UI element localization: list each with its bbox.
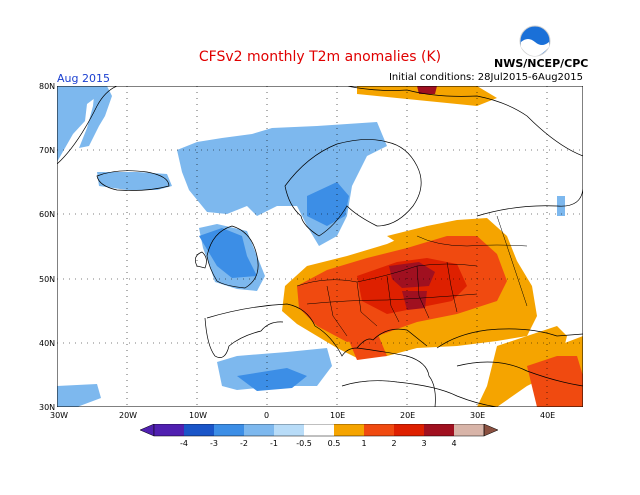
colorbar-bin <box>154 424 184 436</box>
colorbar-label: 3 <box>421 439 426 448</box>
lat-label-40n: 40N <box>39 339 56 348</box>
lon-label-30w: 30W <box>50 411 69 420</box>
colorbar-arrow-left <box>140 424 155 437</box>
lat-label-30n: 30N <box>39 403 56 412</box>
colorbar-legend: -4 -3 -2 -1 -0.5 0.5 1 2 3 4 <box>140 424 499 448</box>
colorbar-label: 0.5 <box>328 439 341 448</box>
country-borders <box>296 215 528 337</box>
colorbar-label: -4 <box>180 439 188 448</box>
lon-label-10e: 10E <box>330 411 346 420</box>
colorbar-bin <box>394 424 424 436</box>
lon-label-40e: 40E <box>540 411 556 420</box>
temperature-anomaly-map <box>57 86 583 407</box>
lat-label-70n: 70N <box>39 146 56 155</box>
lat-label-60n: 60N <box>39 210 56 219</box>
lat-label-50n: 50N <box>39 275 56 284</box>
lon-label-20e: 20E <box>400 411 416 420</box>
coastlines <box>57 86 583 407</box>
colorbar-bin <box>334 424 364 436</box>
warm-anomaly-maroon <box>389 86 437 310</box>
colorbar-arrow-right <box>483 424 499 437</box>
colorbar-label: -3 <box>210 439 218 448</box>
agency-label: NWS/NCEP/CPC <box>494 57 589 70</box>
colorbar-label: 4 <box>451 439 456 448</box>
lon-label-30e: 30E <box>470 411 486 420</box>
colorbar-bin <box>274 424 304 436</box>
map-title: CFSv2 monthly T2m anomalies (K) <box>198 49 442 65</box>
cool-anomaly-strong <box>199 182 349 391</box>
graticule <box>57 86 583 407</box>
colorbar-bin <box>244 424 274 436</box>
colorbar-bin <box>364 424 394 436</box>
colorbar-bin <box>454 424 484 436</box>
colorbar-label: -1 <box>270 439 278 448</box>
lon-label-10w: 10W <box>189 411 208 420</box>
colorbar-label: -2 <box>240 439 248 448</box>
colorbar-bin <box>214 424 244 436</box>
month-label: Aug 2015 <box>57 72 110 85</box>
colorbar-label: -0.5 <box>296 439 312 448</box>
colorbar-label: 2 <box>391 439 396 448</box>
colorbar-bin <box>424 424 454 436</box>
colorbar-label: 1 <box>361 439 366 448</box>
initial-conditions: Initial conditions: 28Jul2015-6Aug2015 <box>388 72 583 83</box>
lat-label-80n: 80N <box>39 82 56 91</box>
lon-label-0: 0 <box>264 411 270 420</box>
noaa-logo-icon <box>519 25 551 57</box>
colorbar-bin <box>184 424 214 436</box>
lon-label-20w: 20W <box>119 411 138 420</box>
colorbar-bin <box>304 424 334 436</box>
